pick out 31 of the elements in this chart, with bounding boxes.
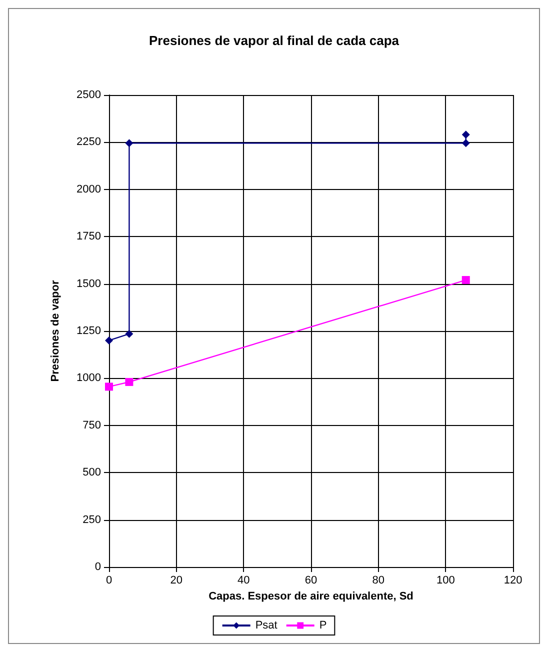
x-axis-title: Capas. Espesor de aire equivalente, Sd [208, 590, 414, 602]
x-tick-label: 100 [436, 574, 455, 586]
x-tick-label: 20 [170, 574, 182, 586]
y-tick-label: 500 [82, 466, 101, 479]
x-tick-label: 60 [304, 574, 318, 586]
x-tick-label: 0 [106, 574, 112, 586]
legend-label: P [319, 620, 327, 632]
y-tick-label: 0 [94, 561, 101, 573]
point [105, 382, 113, 391]
y-tick-label: 1250 [76, 325, 101, 337]
point [125, 378, 134, 386]
x-tick-label: 80 [372, 574, 384, 586]
point [125, 139, 134, 148]
x-tick-label: 120 [504, 574, 522, 586]
legend-label: Psat [255, 620, 278, 632]
y-tick-label: 250 [82, 514, 101, 526]
y-axis-title: Presiones de vapor [50, 280, 62, 382]
y-tick-label: 2500 [76, 89, 101, 101]
y-tick-label: 1000 [76, 372, 101, 384]
chart-title: Presiones de vapor al final de cada capa [149, 33, 400, 48]
y-tick-label: 2000 [76, 183, 101, 196]
point [105, 336, 113, 344]
point [462, 139, 470, 148]
point [462, 130, 470, 139]
x-tick-label: 40 [238, 574, 250, 586]
point [462, 276, 470, 284]
y-tick-label: 750 [82, 419, 101, 432]
y-tick-label: 2250 [76, 136, 101, 148]
point [125, 330, 134, 338]
y-tick-label: 1750 [76, 230, 101, 243]
y-tick-label: 1500 [76, 278, 101, 290]
